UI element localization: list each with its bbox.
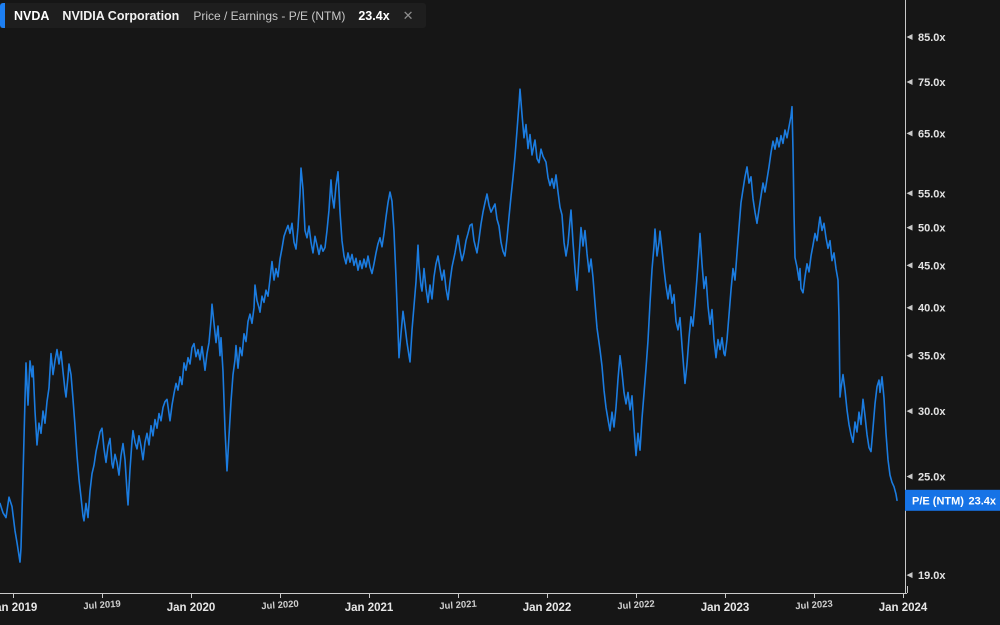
- y-axis-tick: [906, 262, 913, 269]
- ticker-symbol: NVDA: [14, 8, 50, 23]
- x-axis-major-label: Jan 2024: [879, 602, 928, 614]
- y-axis-tick-label: 45.0x: [918, 260, 946, 272]
- y-axis-tick: [906, 34, 913, 40]
- y-axis-tick: [906, 408, 913, 415]
- x-axis-major-label: Jan 2021: [345, 602, 394, 614]
- y-axis-tick: [906, 79, 913, 85]
- y-axis-tick-label: 75.0x: [918, 77, 946, 89]
- y-axis-tick: [906, 572, 913, 579]
- company-name: NVIDIA Corporation: [62, 8, 180, 23]
- y-axis-tick-label: 50.0x: [918, 223, 946, 235]
- x-axis-major-label: Jan 2019: [0, 602, 37, 614]
- x-axis-minor-label: Jul 2019: [83, 599, 121, 613]
- accent-bar: [0, 3, 5, 28]
- y-axis-tick: [906, 130, 913, 137]
- y-axis-tick-label: 65.0x: [918, 128, 946, 140]
- close-icon[interactable]: ✕: [402, 8, 414, 23]
- y-axis-tick: [906, 224, 913, 231]
- x-axis-minor-label: Jul 2020: [261, 599, 299, 613]
- y-axis-tick-label: 55.0x: [918, 188, 946, 200]
- x-axis-major-label: Jan 2023: [701, 602, 750, 614]
- x-axis-major-label: Jan 2020: [167, 602, 216, 614]
- badge-value: 23.4x: [968, 495, 996, 507]
- x-axis-minor-label: Jul 2023: [795, 599, 833, 613]
- x-axis-major-label: Jan 2022: [523, 602, 572, 614]
- chart-title-bar: NVDA NVIDIA Corporation Price / Earnings…: [0, 3, 426, 28]
- y-axis-tick-label: 19.0x: [918, 570, 946, 582]
- badge-series-label: P/E (NTM): [912, 495, 964, 507]
- y-axis-tick: [906, 304, 913, 311]
- y-axis-tick: [906, 352, 913, 359]
- x-axis-minor-label: Jul 2022: [617, 599, 655, 613]
- metric-label: Price / Earnings - P/E (NTM): [193, 8, 346, 23]
- y-axis-tick: [906, 473, 913, 480]
- x-axis-minor-label: Jul 2021: [439, 599, 478, 613]
- y-axis-tick: [906, 190, 913, 197]
- last-value-badge: P/E (NTM) 23.4x: [905, 489, 1000, 511]
- y-axis-tick-label: 25.0x: [918, 472, 946, 484]
- pe-ntm-line[interactable]: [0, 88, 898, 563]
- y-axis-tick-label: 85.0x: [918, 32, 946, 44]
- y-axis-tick-label: 30.0x: [918, 406, 946, 418]
- metric-current-value: 23.4x: [358, 8, 390, 23]
- y-axis-tick-label: 40.0x: [918, 303, 946, 315]
- y-axis-tick-label: 35.0x: [918, 351, 946, 363]
